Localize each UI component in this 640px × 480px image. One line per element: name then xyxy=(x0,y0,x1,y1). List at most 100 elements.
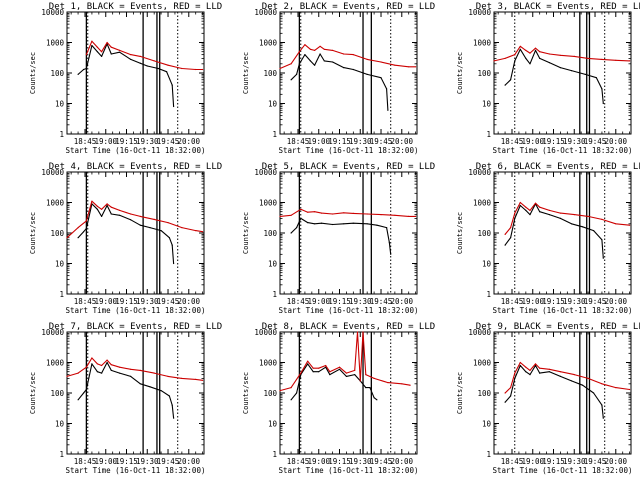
data-point xyxy=(366,58,368,61)
data-point xyxy=(514,377,516,379)
lld-series-line xyxy=(66,357,203,381)
data-point xyxy=(195,68,197,71)
data-point xyxy=(314,64,316,66)
data-point xyxy=(415,215,417,217)
events-series-line xyxy=(504,48,604,104)
data-point xyxy=(510,79,512,81)
data-point xyxy=(343,67,345,69)
x-axis-title: Start Time (16-Oct-11 18:32:00) xyxy=(66,306,206,315)
x-tick-label: 19:45 xyxy=(370,137,393,146)
x-tick-label: 19:15 xyxy=(542,297,565,306)
x-tick-label: 19:15 xyxy=(328,457,351,466)
x-tick-label: 19:15 xyxy=(542,457,565,466)
x-tick-label: 19:45 xyxy=(157,457,180,466)
data-point xyxy=(559,67,562,69)
data-point xyxy=(66,237,68,239)
data-point xyxy=(559,375,562,377)
y-tick-label: 10000 xyxy=(41,328,64,337)
data-point xyxy=(587,57,589,60)
data-point xyxy=(415,66,417,68)
panel-det-5: Det 5, BLACK = Events, RED = LLD 1 10 100 10… xyxy=(242,162,435,315)
data-point xyxy=(352,68,354,71)
x-tick-label: 20:00 xyxy=(604,297,627,306)
y-tick-label: 100 xyxy=(263,69,277,78)
data-point xyxy=(529,369,531,371)
data-point xyxy=(171,84,173,86)
data-point xyxy=(119,372,121,374)
x-tick-label: 19:00 xyxy=(521,297,544,306)
x-tick-label: 20:00 xyxy=(604,137,627,146)
data-point xyxy=(130,368,132,370)
data-point xyxy=(139,215,141,217)
y-tick-label: 1 xyxy=(59,450,64,459)
data-point xyxy=(110,206,112,208)
y-tick-label: 10000 xyxy=(41,8,64,17)
data-point xyxy=(106,361,108,364)
data-point xyxy=(629,60,631,62)
y-tick-label: 10000 xyxy=(254,168,277,177)
x-tick-label: 19:00 xyxy=(307,137,330,146)
x-tick-label: 19:45 xyxy=(584,297,607,306)
y-tick-label: 10 xyxy=(55,100,65,109)
x-tick-label: 20:00 xyxy=(177,297,200,306)
data-point xyxy=(318,371,320,373)
data-point xyxy=(101,51,103,53)
data-point xyxy=(514,60,516,62)
x-tick-label: 20:00 xyxy=(390,137,413,146)
data-point xyxy=(110,46,112,48)
data-point xyxy=(312,367,314,369)
data-point xyxy=(130,54,132,56)
data-point xyxy=(595,77,598,79)
data-point xyxy=(279,67,281,70)
data-point xyxy=(195,230,197,232)
x-tick-label: 19:15 xyxy=(542,137,565,146)
x-tick-label: 19:45 xyxy=(584,457,607,466)
data-point xyxy=(314,49,316,52)
y-tick-label: 10 xyxy=(482,100,492,109)
y-axis-title: Counts/sec xyxy=(29,372,37,414)
x-tick-label: 20:00 xyxy=(604,457,627,466)
y-tick-label: 10000 xyxy=(254,328,277,337)
data-point xyxy=(519,48,521,50)
data-point xyxy=(514,212,516,214)
data-point xyxy=(101,55,103,58)
data-point xyxy=(386,227,388,229)
data-point xyxy=(298,51,300,53)
data-point xyxy=(101,364,103,367)
data-point xyxy=(345,375,347,377)
data-point xyxy=(601,218,603,220)
events-series-line xyxy=(290,363,378,401)
data-point xyxy=(85,227,87,230)
x-tick-label: 20:00 xyxy=(177,137,200,146)
data-point xyxy=(510,227,512,229)
data-point xyxy=(362,331,364,333)
data-point xyxy=(166,71,168,73)
data-point xyxy=(85,366,87,368)
x-tick-label: 19:45 xyxy=(157,137,180,146)
data-point xyxy=(548,371,551,373)
y-axis-title: Counts/sec xyxy=(242,52,250,94)
data-point xyxy=(329,374,331,376)
y-tick-label: 1 xyxy=(486,450,491,459)
data-point xyxy=(593,230,595,232)
lld-series-line xyxy=(85,40,203,71)
x-tick-label: 19:30 xyxy=(136,297,159,306)
data-point xyxy=(601,58,603,61)
x-tick-label: 19:30 xyxy=(563,457,586,466)
data-point xyxy=(354,369,356,371)
data-point xyxy=(130,375,132,377)
data-point xyxy=(91,44,93,47)
data-point xyxy=(160,390,162,392)
data-point xyxy=(529,374,531,376)
data-point xyxy=(300,208,302,210)
data-point xyxy=(559,371,562,373)
data-point xyxy=(365,374,367,376)
data-point xyxy=(570,380,573,382)
data-point xyxy=(519,204,521,207)
data-point xyxy=(534,202,537,204)
data-point xyxy=(96,371,98,373)
data-point xyxy=(110,369,112,371)
y-tick-label: 1000 xyxy=(46,39,65,48)
data-point xyxy=(394,214,396,216)
